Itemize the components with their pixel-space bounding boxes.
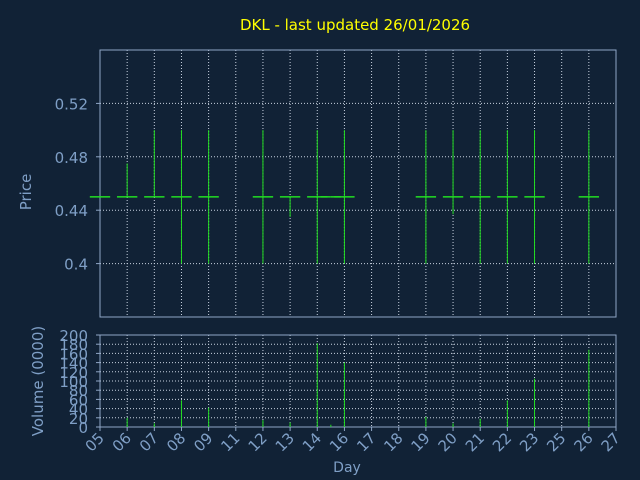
volume-axis-label: Volume (0000)	[29, 326, 47, 436]
x-tick-label: 09	[190, 429, 216, 455]
price-y-tick-label: 0.44	[55, 202, 88, 220]
ohlc-bar	[470, 130, 491, 264]
ohlc-bar	[334, 130, 355, 264]
volume-y-tick-label: 120	[59, 364, 88, 382]
x-tick-label: 26	[570, 429, 596, 455]
ohlc-bar	[116, 163, 138, 198]
ohlc-bar	[171, 130, 192, 264]
x-tick-label: 06	[109, 429, 135, 455]
ohlc-bar	[279, 196, 301, 217]
x-tick-label: 25	[543, 429, 569, 455]
x-tick-label: 20	[435, 429, 461, 455]
volume-y-tick-label: 20	[69, 410, 88, 428]
x-tick-label: 17	[353, 429, 379, 455]
ohlc-bar	[415, 130, 437, 264]
price-panel: 0.4 0.44 0.48 0.52	[55, 49, 617, 318]
ohlc-bar	[198, 130, 219, 264]
price-plot-frame	[99, 49, 617, 318]
volume-y-tick-label: 100	[59, 373, 88, 391]
volume-y-tick-label: 160	[59, 345, 88, 363]
x-tick-label: 16	[326, 429, 352, 455]
ohlc-bar	[524, 130, 545, 264]
ohlc-bar	[578, 130, 600, 264]
volume-y-tick-label: 80	[69, 382, 88, 400]
chart-title: DKL - last updated 26/01/2026	[240, 16, 470, 34]
x-tick-label: 18	[380, 429, 406, 455]
price-y-tick-label: 0.4	[64, 256, 88, 274]
ohlc-bar	[144, 130, 165, 198]
volume-y-tick-label: 60	[69, 391, 88, 409]
ohlc-bar	[442, 130, 464, 215]
volume-y-tick-label: 140	[59, 355, 88, 373]
x-tick-label: 12	[245, 429, 271, 455]
x-tick-label: 22	[489, 429, 515, 455]
price-y-tick-label: 0.48	[55, 149, 88, 167]
volume-y-tick-label: 200	[59, 327, 88, 345]
x-tick-label: 08	[163, 429, 189, 455]
x-tick-label: 11	[217, 429, 243, 455]
x-tick-label: 23	[516, 429, 542, 455]
x-tick-label: 14	[299, 429, 325, 455]
volume-plot-frame	[99, 334, 617, 428]
x-tick-label: 19	[407, 429, 433, 455]
volume-y-tick-label: 180	[59, 336, 88, 354]
x-tick-label: 27	[598, 429, 624, 455]
volume-y-tick-label: 0	[78, 419, 88, 437]
x-tick-label: 07	[136, 429, 162, 455]
x-tick-label: 13	[272, 429, 298, 455]
price-axis-label: Price	[17, 174, 35, 211]
x-axis-label: Day	[333, 460, 361, 476]
ohlc-bar	[497, 130, 518, 264]
ohlc-bar	[252, 130, 274, 264]
volume-y-tick-label: 40	[69, 401, 88, 419]
price-y-tick-label: 0.52	[55, 95, 88, 113]
x-tick-label: 21	[462, 429, 488, 455]
